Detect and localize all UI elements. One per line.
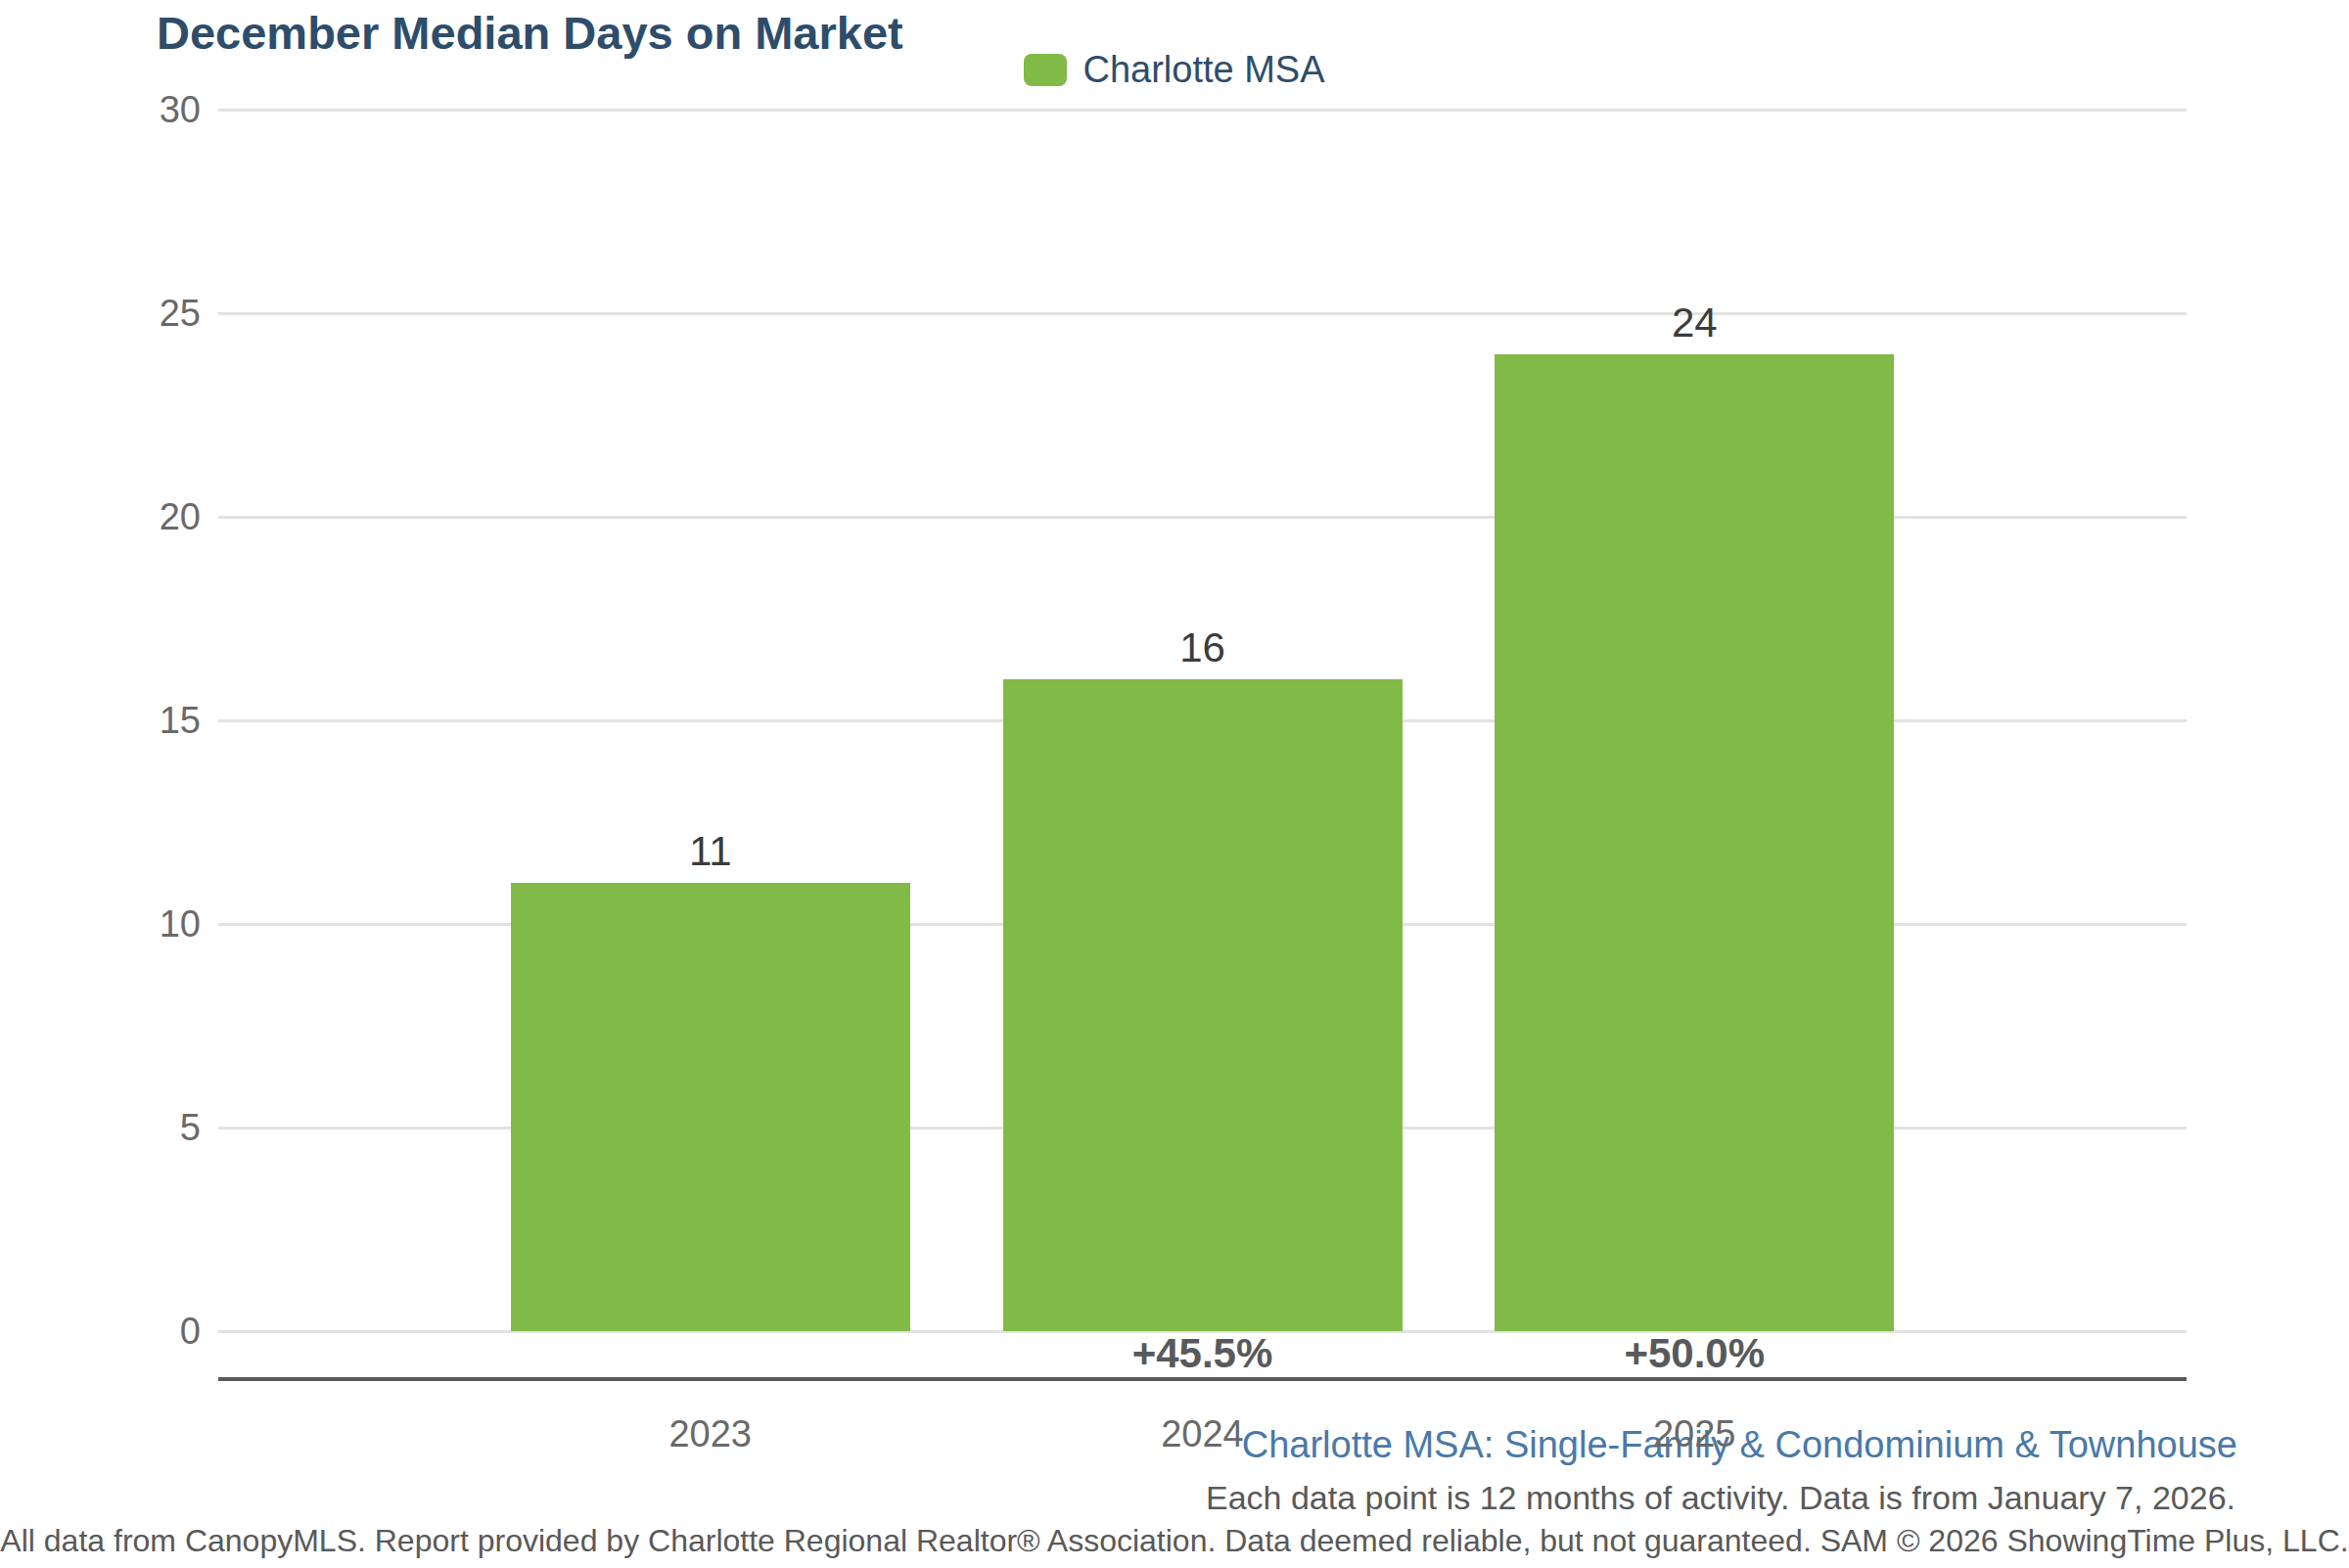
y-axis-tick-label: 30	[39, 86, 201, 133]
pct-change-label-2024: +45.5%	[1046, 1331, 1359, 1376]
legend-swatch-icon	[1024, 54, 1067, 86]
y-axis-tick-label: 5	[39, 1104, 201, 1151]
y-axis-tick-label: 15	[39, 697, 201, 744]
gridline-y30	[218, 109, 2187, 112]
bar-2024	[1003, 679, 1403, 1331]
y-axis-tick-label: 20	[39, 493, 201, 540]
bar-2023	[511, 883, 910, 1331]
x-axis-tick-label-2025: 2025	[1538, 1411, 1851, 1456]
bar-value-label-2023: 11	[603, 828, 818, 875]
y-axis-tick-label: 25	[39, 290, 201, 337]
x-axis-tick-label-2024: 2024	[1046, 1411, 1359, 1456]
bar-value-label-2025: 24	[1587, 300, 1802, 346]
footnote-disclaimer: All data from CanopyMLS. Report provided…	[0, 1520, 2349, 1561]
bar-value-label-2024: 16	[1095, 624, 1311, 671]
y-axis-tick-label: 0	[39, 1308, 201, 1355]
x-axis-line	[218, 1377, 2187, 1381]
gridline-y25	[218, 312, 2187, 315]
footnote-activity: Each data point is 12 months of activity…	[1206, 1477, 2235, 1518]
legend-series-label: Charlotte MSA	[1082, 49, 1324, 91]
x-axis-tick-label-2023: 2023	[554, 1411, 867, 1456]
pct-change-label-2025: +50.0%	[1538, 1331, 1851, 1376]
y-axis-tick-label: 10	[39, 900, 201, 947]
bar-2025	[1495, 354, 1894, 1331]
legend: Charlotte MSA	[0, 49, 2349, 91]
chart-page: December Median Days on Market Charlotte…	[0, 0, 2349, 1568]
